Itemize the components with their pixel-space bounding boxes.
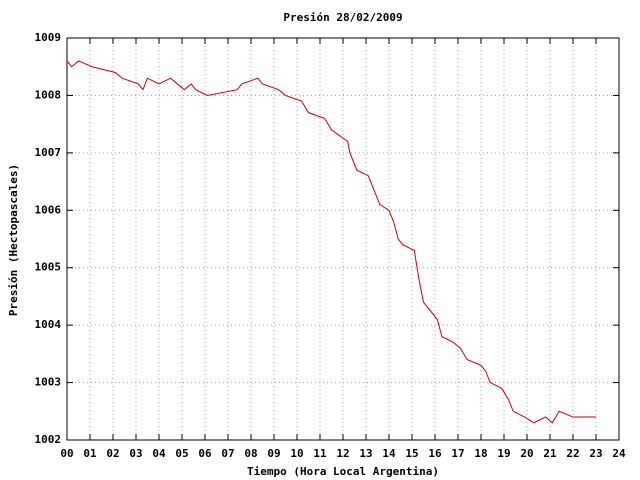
x-tick-label: 11 <box>313 447 327 460</box>
x-tick-label: 21 <box>543 447 557 460</box>
x-tick-label: 08 <box>244 447 257 460</box>
x-tick-label: 03 <box>129 447 142 460</box>
y-tick-label: 1003 <box>35 376 62 389</box>
y-tick-label: 1004 <box>35 318 62 331</box>
x-tick-label: 07 <box>221 447 234 460</box>
x-tick-label: 01 <box>83 447 97 460</box>
data-line <box>66 60 596 424</box>
x-tick-label: 10 <box>290 447 303 460</box>
y-tick-label: 1008 <box>35 88 62 101</box>
x-tick-label: 05 <box>175 447 188 460</box>
x-tick-label: 06 <box>198 447 212 460</box>
chart-title: Presión 28/02/2009 <box>283 11 402 24</box>
x-tick-label: 00 <box>60 447 73 460</box>
x-tick-label: 15 <box>405 447 418 460</box>
x-tick-label: 23 <box>589 447 602 460</box>
x-tick-label: 04 <box>152 447 166 460</box>
y-tick-label: 1006 <box>35 203 62 216</box>
y-tick-label: 1007 <box>35 146 62 159</box>
x-tick-label: 20 <box>520 447 533 460</box>
y-tick-label: 1005 <box>35 261 62 274</box>
x-tick-label: 02 <box>106 447 119 460</box>
y-tick-label: 1002 <box>35 433 62 446</box>
x-tick-label: 18 <box>474 447 487 460</box>
x-axis-label: Tiempo (Hora Local Argentina) <box>247 465 439 478</box>
x-tick-label: 24 <box>612 447 626 460</box>
plot-border <box>66 37 620 441</box>
x-tick-label: 19 <box>497 447 510 460</box>
x-tick-label: 12 <box>336 447 349 460</box>
y-axis-label: Presión (Hectopascales) <box>7 164 20 316</box>
x-tick-label: 14 <box>382 447 396 460</box>
x-tick-label: 09 <box>267 447 280 460</box>
x-tick-label: 13 <box>359 447 372 460</box>
x-tick-label: 17 <box>451 447 464 460</box>
x-tick-label: 16 <box>428 447 442 460</box>
x-tick-label: 22 <box>566 447 579 460</box>
y-tick-label: 1009 <box>35 31 62 44</box>
